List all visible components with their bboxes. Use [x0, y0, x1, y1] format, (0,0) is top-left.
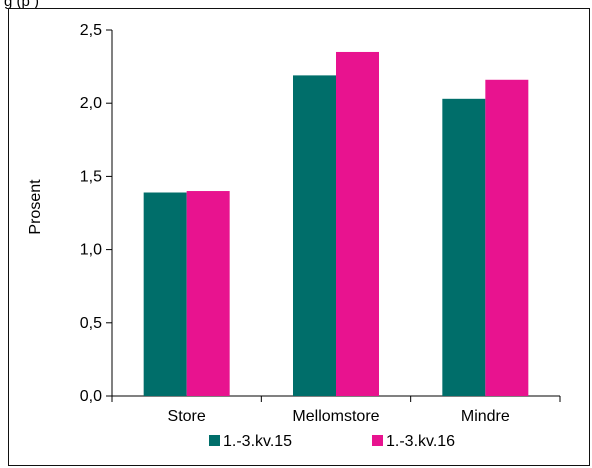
bar-store-series-1: [143, 192, 187, 396]
y-tick-label: 2,0: [80, 95, 102, 112]
bars: [143, 51, 529, 397]
y-tick-label: 2,5: [80, 22, 102, 39]
y-tick-label: 1,0: [80, 242, 102, 259]
legend: 1.-3.kv.15 1.-3.kv.16: [209, 433, 455, 450]
chart-frame: 0,0 0,5 1,0 1,5 2,0 2,5 Store Mellomstore Mindr…: [8, 8, 590, 466]
x-axis-ticks: Store Mellomstore Mindre: [111, 396, 561, 425]
y-tick-label: 0,5: [80, 315, 102, 332]
bar-mindre-series-2: [485, 79, 529, 396]
x-tick-label: Store: [168, 408, 206, 425]
legend-swatch-1: [209, 435, 220, 446]
bar-chart: 0,0 0,5 1,0 1,5 2,0 2,5 Store Mellomstore Mindr…: [27, 22, 561, 450]
legend-swatch-2: [372, 435, 383, 446]
y-axis-ticks: 0,0 0,5 1,0 1,5 2,0 2,5: [80, 22, 112, 405]
x-tick-label: Mellomstore: [292, 408, 379, 425]
bar-mindre-series-1: [442, 98, 486, 397]
page-title: g (p ): [4, 0, 40, 10]
legend-label-2: 1.-3.kv.16: [386, 433, 455, 450]
x-tick-label: Mindre: [461, 408, 510, 425]
y-axis-title: Prosent: [27, 179, 44, 235]
legend-label-1: 1.-3.kv.15: [223, 433, 292, 450]
bar-store-series-2: [186, 191, 230, 396]
bar-mellomstore-series-1: [293, 75, 336, 396]
bar-mellomstore-series-2: [336, 51, 379, 397]
y-tick-label: 1,5: [80, 168, 102, 185]
y-tick-label: 0,0: [80, 388, 102, 405]
